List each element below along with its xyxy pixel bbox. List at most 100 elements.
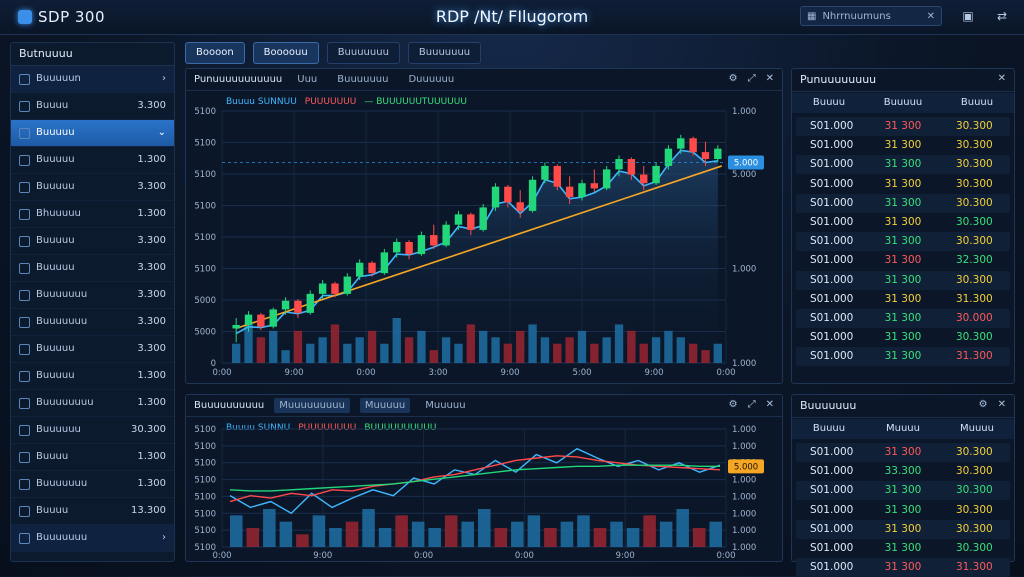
grid-icon[interactable]: ▦ — [807, 10, 817, 22]
table-row[interactable]: S01.000 31 300 30.300 — [796, 175, 1010, 194]
table-row[interactable]: S01.000 31 300 30.300 — [796, 232, 1010, 252]
sidebar-item[interactable]: Buuuuu 3.300 — [11, 336, 174, 363]
volume-bar — [256, 337, 266, 363]
cell-symbol: S01.000 — [809, 120, 854, 132]
sidebar-item[interactable]: Buuuuu 3.300 — [11, 255, 174, 282]
sidebar-item[interactable]: Buuuuuuuu 1.300 — [11, 390, 174, 417]
table-col-1[interactable]: Buuuu — [812, 97, 846, 108]
table-row[interactable]: S01.000 31 300 30.300 — [796, 539, 1010, 558]
close-icon[interactable]: ✕ — [997, 399, 1006, 410]
chevron-icon[interactable]: › — [162, 73, 166, 84]
sidebar-item-label: Buuuuuuu — [36, 289, 88, 300]
tab-3[interactable]: Buuuuuuu — [326, 42, 400, 64]
table2-col-1[interactable]: Buuuu — [812, 423, 846, 434]
sidebar-item[interactable]: Buuuuu 1.300 — [11, 363, 174, 390]
candle-body — [652, 165, 660, 184]
cell-change: 32.300 — [955, 254, 993, 267]
cell-symbol: S01.000 — [809, 292, 854, 305]
table-row[interactable]: S01.000 31 300 30.300 — [796, 117, 1010, 136]
sidebar-item[interactable]: Buuuuu 3.300 — [11, 174, 174, 201]
close-icon[interactable]: ✕ — [926, 10, 935, 22]
table2-col-2[interactable]: Muuuu — [886, 423, 920, 434]
tab-1[interactable]: Boooon — [185, 42, 245, 64]
chevron-icon[interactable]: ⌄ — [157, 127, 166, 138]
sidebar-item[interactable]: Buuuuuuu 1.300 — [11, 471, 174, 498]
sidebar-item-label: Buuuuu — [36, 154, 75, 165]
chevron-icon[interactable]: › — [162, 532, 166, 543]
table-row[interactable]: S01.000 31 300 30.300 — [796, 501, 1010, 520]
volume-bar — [329, 528, 342, 547]
close-icon[interactable]: ✕ — [765, 73, 774, 84]
volume-bar — [232, 343, 241, 363]
table-row[interactable]: S01.000 31 300 30.300 — [796, 213, 1010, 232]
table-row[interactable]: S01.000 31 300 30.300 — [796, 328, 1010, 347]
volume-bar — [355, 337, 364, 363]
volume-bar — [293, 330, 303, 363]
table-col-3[interactable]: Buuuu — [960, 97, 994, 108]
line-chart[interactable]: 5100 1.000 5100 1.000 5100 1.000 5100 1.000 5100… — [186, 417, 782, 561]
settings-icon[interactable]: ⚙ — [728, 73, 738, 84]
sidebar-item[interactable]: Buuuu 3.300 — [11, 93, 174, 120]
table-row[interactable]: S01.000 31 300 30.300 — [796, 193, 1010, 213]
table-row[interactable]: S01.000 31 300 31.300 — [796, 347, 1010, 367]
candlestick-chart[interactable]: 5100 1.000 5100 5100 5.000 5100 5100 5100 1.000 5… — [186, 91, 782, 383]
expand-icon[interactable]: ⤢ — [747, 73, 756, 84]
volume-bar — [494, 528, 508, 547]
table-row[interactable]: S01.000 31 300 32.300 — [796, 251, 1010, 270]
toggle-icon[interactable]: ⇄ — [996, 9, 1008, 23]
folder-icon — [19, 316, 30, 328]
candle-body — [380, 252, 389, 274]
sidebar-item[interactable]: Buuuuu 3.300 — [11, 228, 174, 255]
sidebar-item[interactable]: Buuuuu ⌄ — [11, 120, 174, 147]
sidebar-item[interactable]: Buuuuuuu 3.300 — [11, 309, 174, 336]
folder-icon — [19, 154, 30, 166]
candle-body — [417, 235, 426, 255]
table-row[interactable]: S01.000 33.300 30.300 — [796, 462, 1010, 481]
chart-subtab-3[interactable]: Duuuuuu — [408, 74, 455, 85]
table-row[interactable]: S01.000 31 300 31.300 — [796, 290, 1010, 309]
chart2-subtab-3[interactable]: Muuuuu — [425, 400, 466, 411]
table-row[interactable]: S01.000 31 300 30.300 — [796, 155, 1010, 175]
chart-subtab-1[interactable]: Uuu — [297, 74, 318, 85]
table-row[interactable]: S01.000 31 300 30.300 — [796, 519, 1010, 539]
table-row[interactable]: S01.000 31 300 30.300 — [796, 443, 1010, 462]
close-icon[interactable]: ✕ — [765, 399, 774, 410]
settings-icon[interactable]: ⚙ — [978, 399, 988, 410]
candle-body — [393, 242, 401, 253]
cell-change: 30.300 — [955, 465, 993, 478]
app-logo[interactable]: SDP 300 — [18, 8, 105, 26]
sidebar-item[interactable]: Buuuuun › — [11, 66, 174, 93]
table-row[interactable]: S01.000 31 300 30.300 — [796, 481, 1010, 501]
table-row[interactable]: S01.000 31 300 30.300 — [796, 270, 1010, 290]
sidebar-item[interactable]: Bhuuuuu 1.300 — [11, 201, 174, 228]
folder-icon — [19, 532, 30, 544]
sidebar-item[interactable]: Buuuuuuu › — [11, 525, 174, 552]
table-row[interactable]: S01.000 31 300 31.300 — [796, 558, 1010, 577]
save-icon[interactable]: ▣ — [962, 9, 974, 23]
close-icon[interactable]: ✕ — [997, 73, 1006, 84]
table-col-2[interactable]: Buuuuu — [883, 97, 923, 108]
volume-bar — [479, 330, 488, 363]
table2-col-3[interactable]: Muuuu — [960, 423, 994, 434]
chart2-subtab-2[interactable]: Muuuuu — [359, 398, 411, 413]
table-row[interactable]: S01.000 31 300 30.000 — [796, 309, 1010, 328]
volume-bar — [306, 343, 315, 363]
tab-4[interactable]: Buuuuuuu — [407, 42, 482, 64]
top-search-box[interactable]: ▦ Nhrrnuumuns ✕ — [800, 6, 942, 26]
candle-body — [257, 314, 265, 327]
sidebar-item[interactable]: Buuuuu 1.300 — [11, 147, 174, 174]
table-row[interactable]: S01.000 31 300 30.300 — [796, 136, 1010, 155]
sidebar-item[interactable]: Buuuu 1.300 — [11, 444, 174, 471]
settings-icon[interactable]: ⚙ — [728, 399, 738, 410]
expand-icon[interactable]: ⤢ — [747, 399, 756, 410]
sidebar-item[interactable]: Buuuuuuu 3.300 — [11, 282, 174, 309]
cell-symbol: S01.000 — [809, 139, 854, 152]
sidebar-item[interactable]: Buuuu 13.300 — [11, 498, 174, 525]
sidebar-item[interactable]: Buuuuuu 30.300 — [11, 417, 174, 444]
tab-2[interactable]: Boooouu — [252, 42, 319, 64]
volume-bar — [516, 330, 525, 363]
y-axis-label: 0 — [211, 359, 216, 369]
chart2-subtab-1[interactable]: Muuuuuuuuu — [274, 398, 350, 413]
chart-subtab-2[interactable]: Buuuuuuu — [337, 74, 389, 85]
y-axis-label-right: 1.000 — [732, 107, 756, 117]
